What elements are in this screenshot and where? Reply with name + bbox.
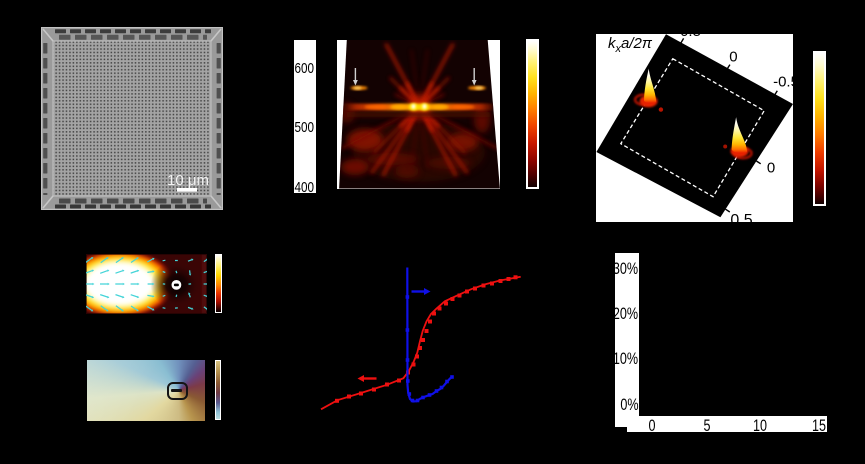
svg-text:10 μm: 10 μm xyxy=(167,172,209,189)
